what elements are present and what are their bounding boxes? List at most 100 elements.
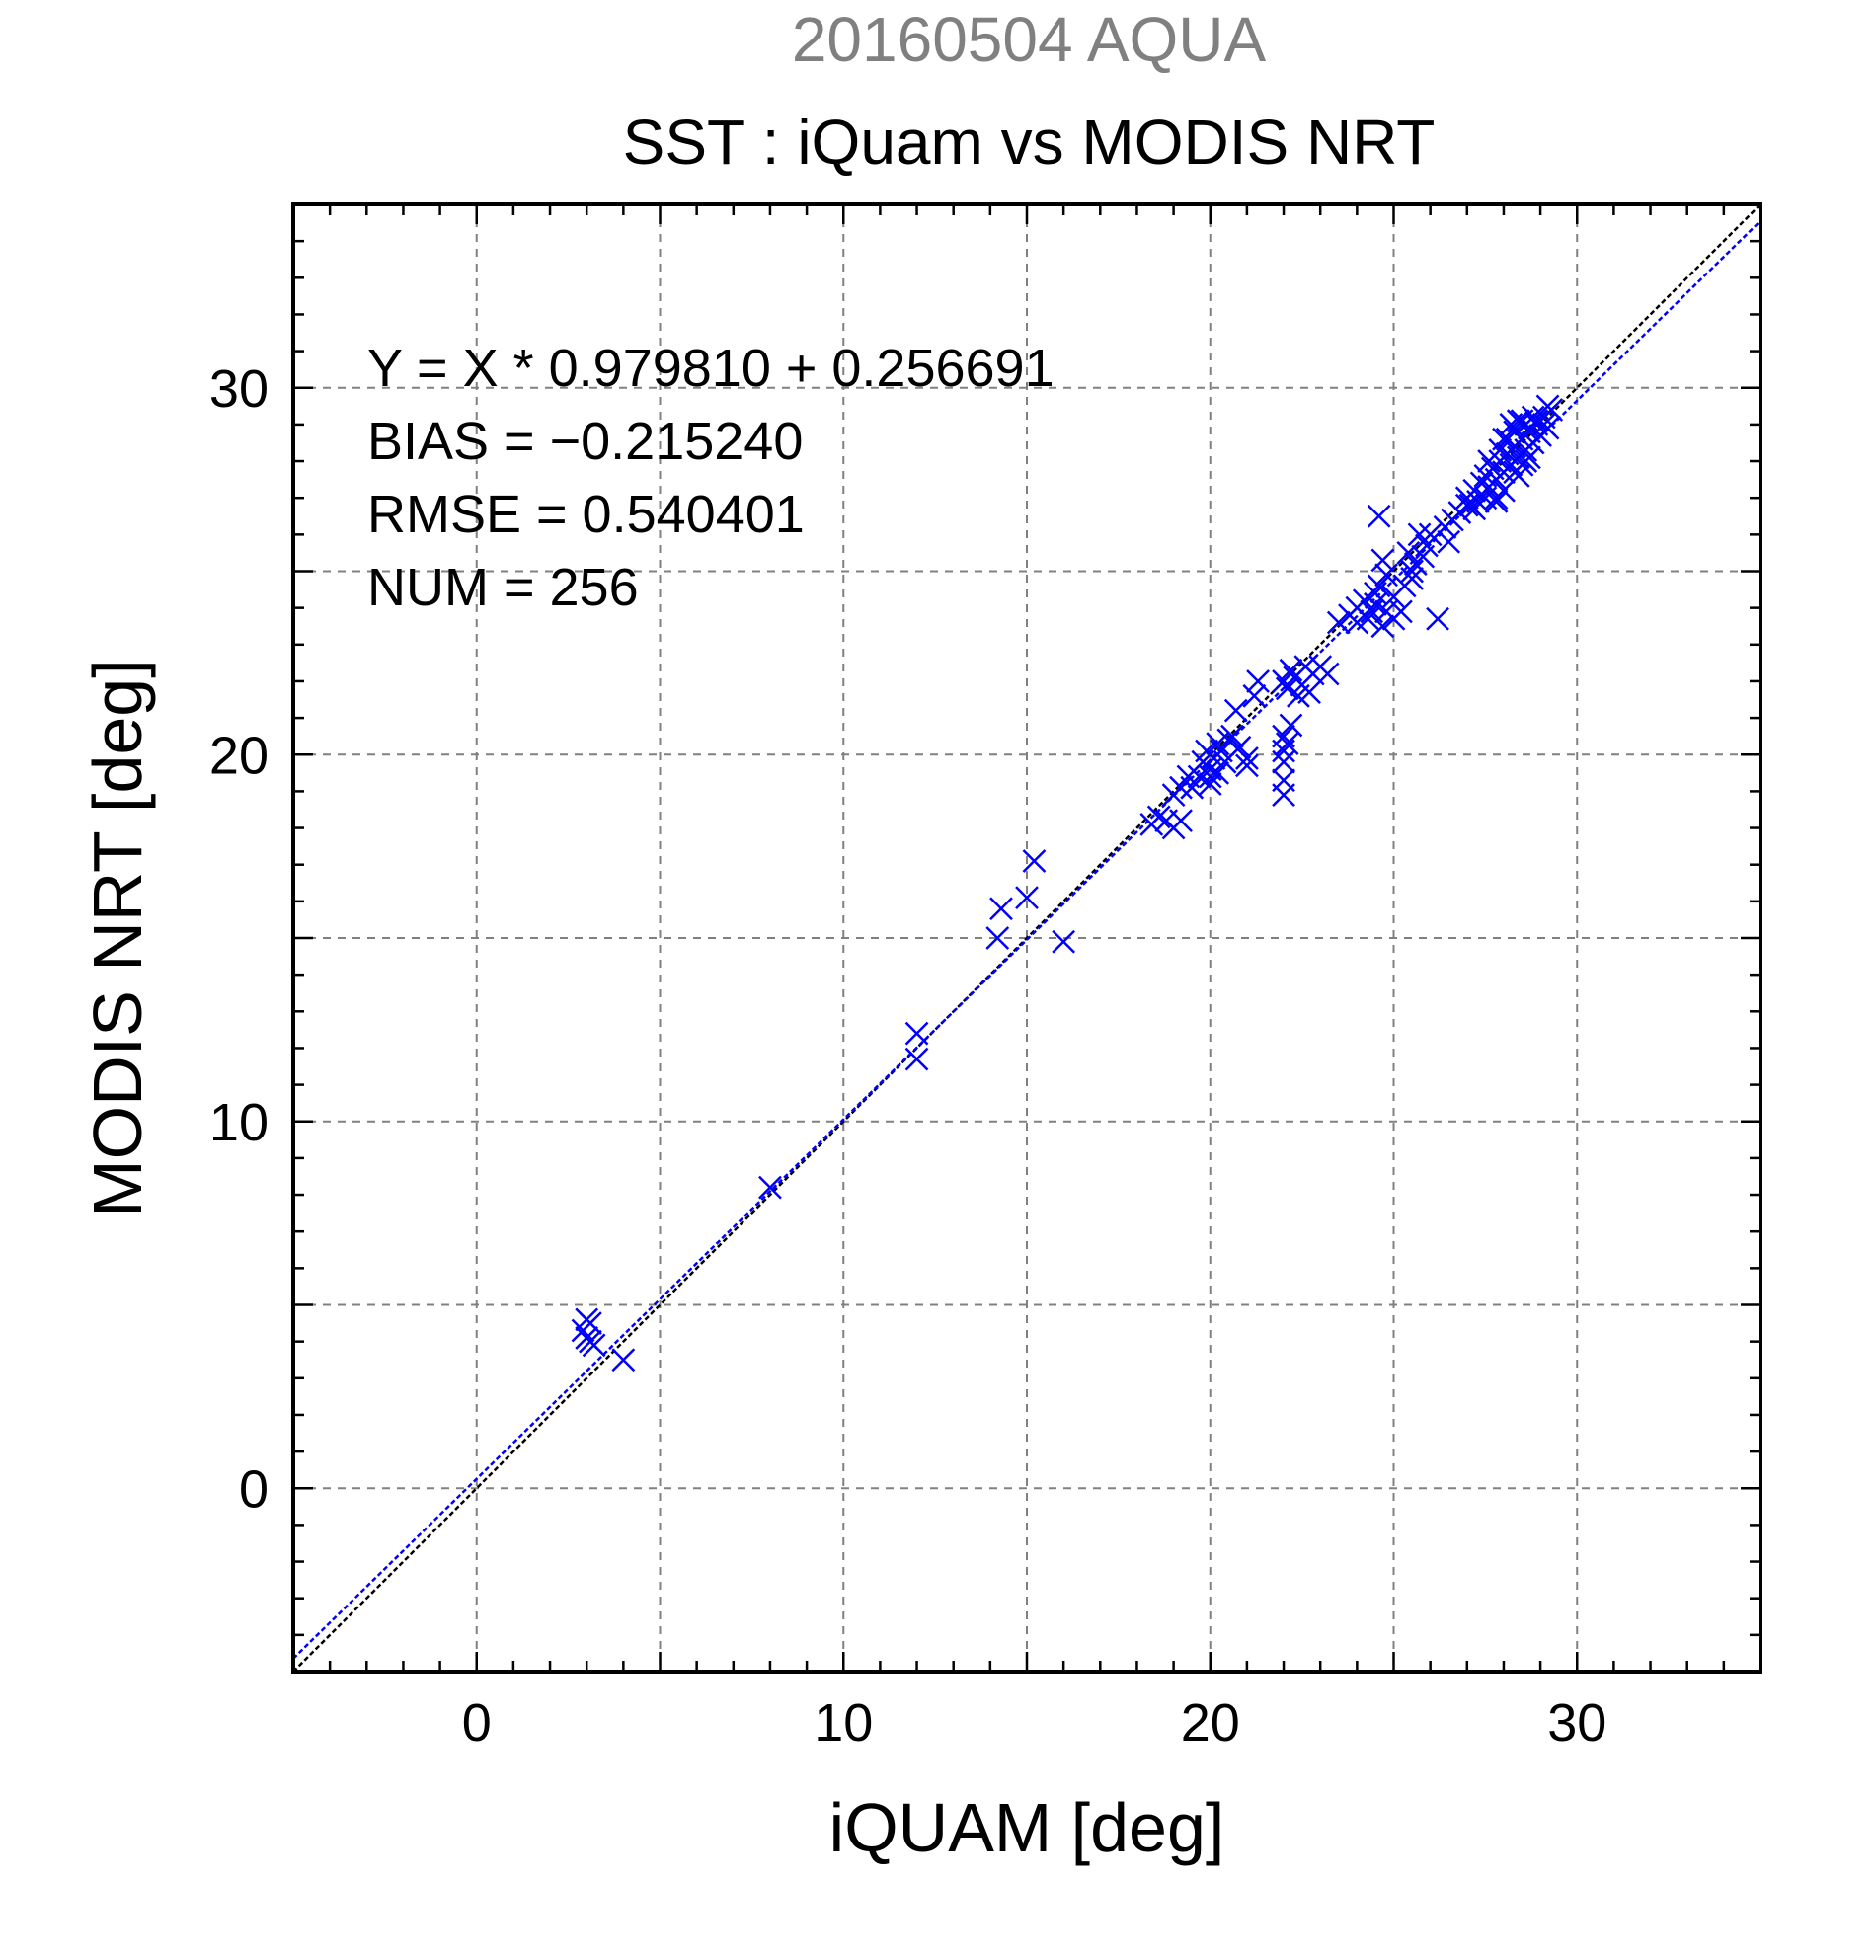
data-point: [1022, 849, 1047, 873]
data-point-stroke: [1418, 522, 1443, 547]
data-point: [1531, 413, 1556, 436]
data-point: [1198, 772, 1222, 796]
data-point-stroke: [1524, 409, 1549, 433]
data-point: [1484, 490, 1509, 513]
data-point: [1488, 438, 1513, 462]
data-point: [1169, 775, 1193, 800]
chart-top-title: 20160504 AQUA: [792, 4, 1267, 75]
data-point-stroke: [1514, 449, 1538, 473]
x-axis-label: iQUAM [deg]: [829, 1789, 1225, 1866]
data-point: [1535, 394, 1560, 419]
data-point: [1187, 764, 1212, 789]
data-point-stroke: [1535, 394, 1560, 419]
data-point: [1400, 567, 1424, 590]
data-point: [1220, 724, 1244, 748]
data-point: [582, 1333, 606, 1358]
data-point: [1015, 886, 1039, 910]
plot-frame: [291, 202, 1762, 1674]
bias-value: BIAS = −0.215240: [367, 412, 803, 471]
data-point-stroke: [571, 1318, 595, 1343]
data-point-stroke: [1364, 581, 1387, 605]
regression-line: [292, 219, 1761, 1660]
data-point-stroke: [1407, 522, 1432, 547]
data-point: [758, 1175, 782, 1200]
data-point: [1206, 760, 1230, 785]
y-axis-label: MODIS NRT [deg]: [79, 659, 156, 1216]
data-point: [1198, 764, 1222, 789]
data-point: [985, 926, 1010, 950]
data-point: [1370, 614, 1395, 639]
data-point-stroke: [1275, 732, 1299, 755]
data-point: [904, 1047, 929, 1071]
stats-annotation: Y = X * 0.979810 + 0.256691 BIAS = −0.21…: [367, 339, 1055, 617]
data-point: [1279, 713, 1303, 738]
data-point: [1169, 809, 1193, 833]
data-point: [1506, 464, 1530, 488]
data-point: [1315, 662, 1340, 686]
data-point-stroke: [1279, 713, 1303, 738]
data-point-stroke: [1356, 606, 1380, 631]
num-value: NUM = 256: [367, 558, 639, 617]
data-point-stroke: [985, 926, 1010, 950]
x-tick-label: 20: [1181, 1693, 1240, 1753]
data-point-stroke: [1400, 559, 1424, 584]
data-point-stroke: [1235, 753, 1259, 778]
data-point: [1272, 739, 1295, 763]
data-point: [1462, 497, 1487, 521]
data-point: [611, 1348, 636, 1372]
data-point-stroke: [1315, 662, 1340, 686]
data-point-stroke: [1242, 683, 1267, 708]
data-point-stroke: [1462, 497, 1487, 521]
chart-title: SST : iQuam vs MODIS NRT: [623, 107, 1436, 178]
data-point-stroke: [1235, 746, 1259, 770]
data-point: [1180, 775, 1205, 800]
data-point-stroke: [1374, 563, 1398, 588]
data-point-stroke: [1426, 606, 1449, 631]
data-point-stroke: [1364, 592, 1387, 616]
data-point: [1400, 559, 1424, 584]
data-point: [1227, 735, 1252, 759]
y-tick-label: 0: [239, 1459, 269, 1519]
data-point-stroke: [904, 1047, 929, 1071]
data-point: [1235, 746, 1259, 770]
data-point: [1223, 698, 1248, 723]
data-point-stroke: [758, 1175, 782, 1200]
data-point: [1235, 753, 1259, 778]
data-point-stroke: [1206, 760, 1230, 785]
data-point-stroke: [1272, 739, 1295, 763]
data-point-stroke: [1198, 772, 1222, 796]
data-point-stroke: [1015, 886, 1039, 910]
data-point-stroke: [1187, 764, 1212, 789]
data-point: [1367, 574, 1391, 598]
data-point: [1396, 541, 1421, 565]
data-point-stroke: [1227, 735, 1252, 759]
tick-labels: 0 10 20 30 0 10 20 30: [209, 359, 1606, 1753]
data-point-stroke: [1367, 504, 1391, 528]
data-point-stroke: [1198, 764, 1222, 789]
data-point-stroke: [1223, 698, 1248, 723]
data-point: [1275, 732, 1299, 755]
data-point: [1272, 749, 1295, 774]
data-point-stroke: [1210, 739, 1233, 763]
data-point: [1370, 548, 1395, 573]
data-point-stroke: [1022, 849, 1047, 873]
data-point-stroke: [1297, 680, 1321, 704]
data-point: [1364, 581, 1387, 605]
reference-lines: [292, 203, 1761, 1673]
data-point-stroke: [1367, 574, 1391, 598]
data-point: [1514, 449, 1538, 473]
data-point-stroke: [1279, 658, 1303, 682]
data-point-stroke: [1272, 749, 1295, 774]
data-point: [1275, 676, 1299, 701]
data-point-stroke: [1169, 775, 1193, 800]
data-point: [904, 1021, 929, 1046]
data-point: [1407, 522, 1432, 547]
data-point-stroke: [1052, 929, 1076, 954]
data-point: [1437, 529, 1461, 554]
data-point: [1389, 599, 1413, 624]
y-tick-label: 10: [209, 1093, 269, 1152]
data-point: [1356, 606, 1380, 631]
data-point-stroke: [1326, 610, 1351, 635]
